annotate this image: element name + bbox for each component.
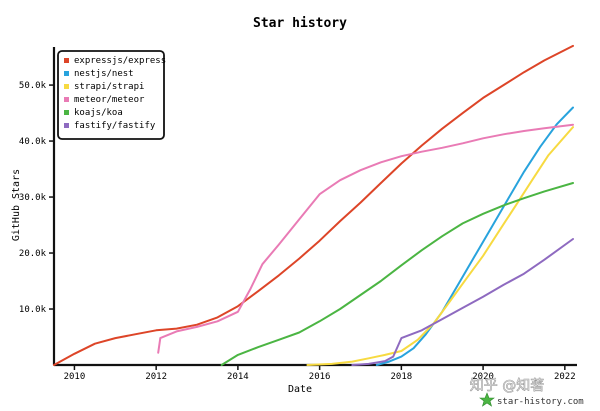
watermark: 知乎 @知著 star-history.com <box>469 377 584 407</box>
legend-swatch <box>64 110 69 115</box>
series-line-2 <box>306 126 574 366</box>
series-line-4 <box>220 182 574 366</box>
x-tick-label: 2010 <box>64 372 86 382</box>
legend-label: nestjs/nest <box>74 69 134 79</box>
legend-label: expressjs/express <box>74 56 166 66</box>
brand-text: star-history.com <box>497 397 584 407</box>
y-ticks: 10.0k 20.0k 30.0k 40.0k 50.0k <box>19 81 54 315</box>
legend-swatch <box>64 58 69 63</box>
x-tick-label: 2014 <box>227 372 249 382</box>
y-tick-label: 50.0k <box>19 81 47 91</box>
series-line-3 <box>157 123 574 354</box>
y-tick-label: 40.0k <box>19 137 47 147</box>
legend-label: meteor/meteor <box>74 95 145 105</box>
legend: expressjs/express nestjs/nest strapi/strap… <box>57 50 166 140</box>
legend-swatch <box>64 84 69 89</box>
watermark-text: 知乎 @知著 <box>470 377 544 394</box>
legend-swatch <box>64 97 69 102</box>
star-icon <box>479 392 495 407</box>
series-line-1 <box>375 106 574 366</box>
y-tick-label: 10.0k <box>19 305 47 315</box>
x-tick-label: 2022 <box>554 372 576 382</box>
series-line-5 <box>351 238 574 366</box>
x-tick-label: 2012 <box>145 372 167 382</box>
x-tick-label: 2020 <box>472 372 494 382</box>
x-ticks: 2010 2012 2014 2016 2018 2020 2022 <box>64 365 576 382</box>
y-axis-label: GitHub Stars <box>11 169 22 241</box>
x-axis-label: Date <box>288 384 312 395</box>
chart-title: Star history <box>253 16 347 31</box>
legend-label: strapi/strapi <box>74 82 144 92</box>
y-tick-label: 20.0k <box>19 249 47 259</box>
series-lines <box>53 44 574 366</box>
legend-label: fastify/fastify <box>74 121 156 131</box>
series-line-0 <box>53 44 574 366</box>
x-tick-label: 2018 <box>391 372 413 382</box>
legend-swatch <box>64 71 69 76</box>
legend-label: koajs/koa <box>74 108 123 118</box>
x-tick-label: 2016 <box>309 372 331 382</box>
legend-box <box>57 50 165 140</box>
y-tick-label: 30.0k <box>19 193 47 203</box>
legend-swatch <box>64 123 69 128</box>
